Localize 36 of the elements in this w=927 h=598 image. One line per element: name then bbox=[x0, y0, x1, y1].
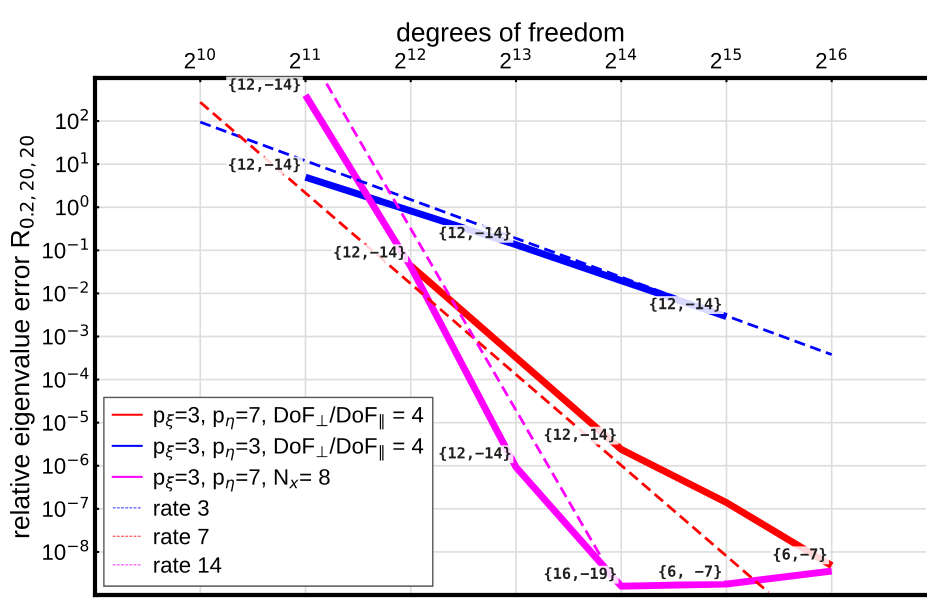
annotation: {6, −7} bbox=[659, 565, 721, 580]
annotation: {12,−14} bbox=[334, 246, 406, 260]
legend-label: rate 7 bbox=[154, 528, 208, 544]
y-tick-label: 10$^{−6}$ bbox=[43, 454, 88, 474]
x-tick-label: 2$^{10}$ bbox=[184, 48, 216, 68]
x-tick-label: 2$^{16}$ bbox=[816, 48, 847, 68]
x-tick-label: 2$^{12}$ bbox=[395, 48, 425, 68]
y-tick-label: 10$^{−4}$ bbox=[43, 368, 88, 388]
x-tick-label: 2$^{15}$ bbox=[711, 48, 741, 68]
y-tick-label: 10$^{−5}$ bbox=[43, 410, 88, 431]
text: p$_{ξ}$=3, p$_{η}$=7, DoF$_{⊥}$/DoF$_{∥}$ = 4 bbox=[154, 406, 424, 430]
y-tick-label: 10$^{0}$ bbox=[56, 195, 88, 216]
x-axis-title: degrees of freedom bbox=[397, 22, 624, 47]
annotation: {12,−14} bbox=[544, 428, 616, 442]
legend-label: p$_{ξ}$=3, p$_{η}$=7, N$_{x}$= 8 bbox=[154, 469, 330, 492]
legend-label: rate 3 bbox=[154, 500, 209, 516]
annotation: {6,−7} bbox=[774, 548, 826, 562]
legend-label: rate 14 bbox=[154, 557, 222, 573]
y-axis-title: relative eigenvalue error R$_{0.2,20,20}$ bbox=[10, 136, 36, 538]
y-tick-label: 10$^{−1}$ bbox=[43, 238, 88, 258]
annotation: {12,−14} bbox=[229, 158, 300, 172]
annotation: {12,−14} bbox=[229, 78, 300, 92]
y-tick-label: 10$^{−2}$ bbox=[43, 281, 88, 302]
y-tick-label: 10$^{2}$ bbox=[56, 108, 88, 130]
y-tick-label: 10$^{1}$ bbox=[56, 152, 88, 172]
annotation: {12,−14} bbox=[440, 226, 511, 241]
annotation: {12,−14} bbox=[650, 298, 721, 312]
x-tick-label: 2$^{11}$ bbox=[290, 48, 320, 68]
y-tick-label: 10$^{−8}$ bbox=[43, 540, 88, 560]
annotation: {16,−19} bbox=[544, 567, 616, 582]
y-tick-label: 10$^{−3}$ bbox=[43, 324, 88, 345]
text: p$_{ξ}$=3, p$_{η}$=3, DoF$_{⊥}$/DoF$_{∥}$ = 4 bbox=[154, 437, 424, 461]
y-tick-label: 10$^{−7}$ bbox=[43, 496, 88, 517]
x-tick-label: 2$^{14}$ bbox=[606, 48, 636, 68]
annotation: {12,−14} bbox=[440, 446, 511, 461]
x-tick-label: 2$^{13}$ bbox=[500, 48, 531, 68]
